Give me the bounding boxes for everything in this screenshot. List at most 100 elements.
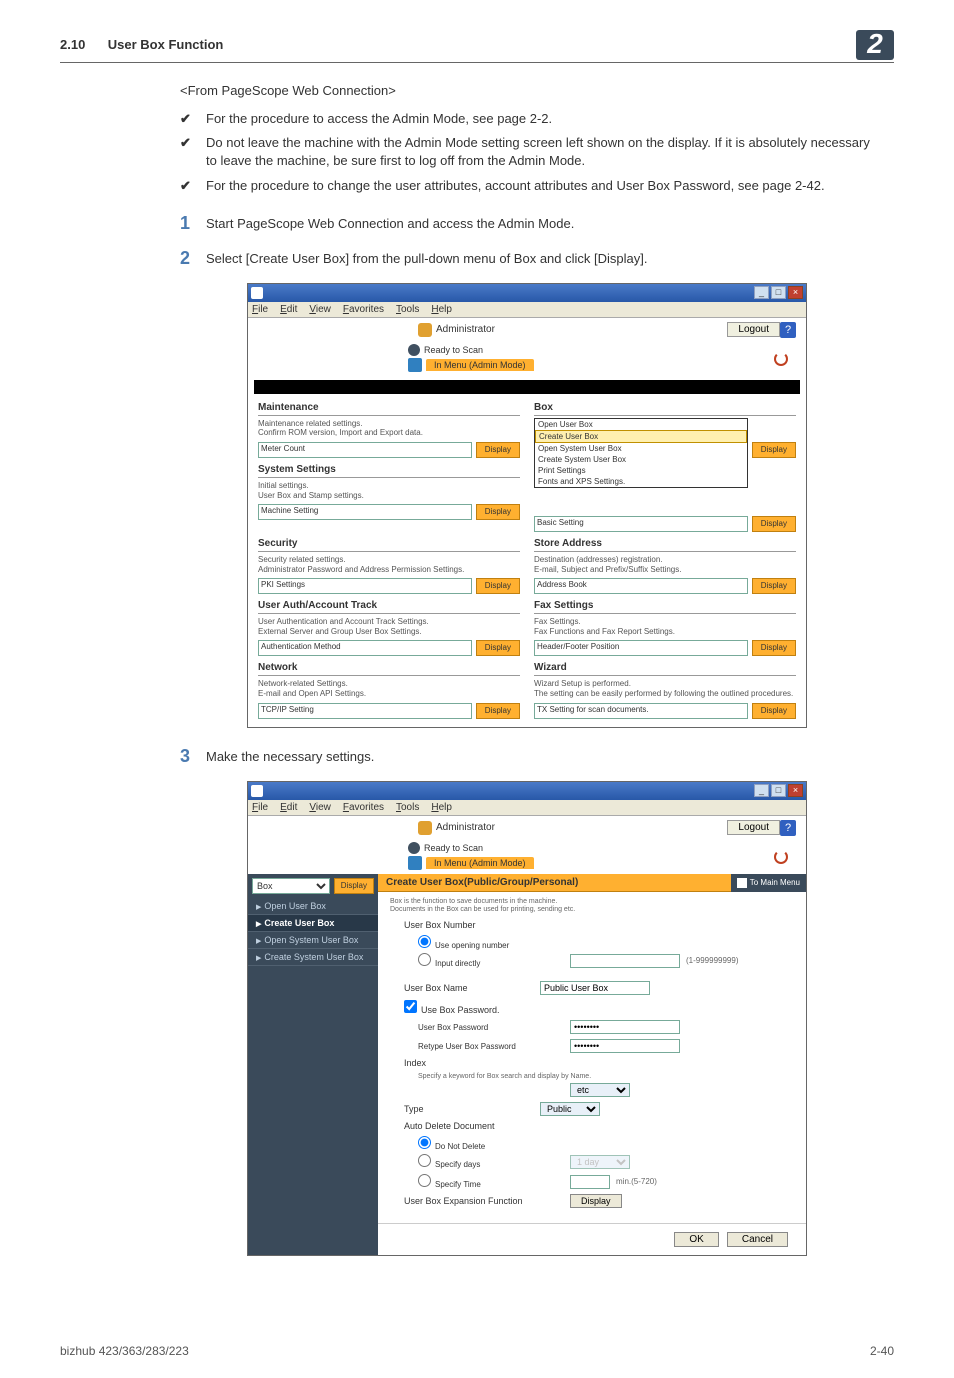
range-note: (1-999999999) [686,956,738,965]
index-select[interactable]: etc [570,1083,630,1097]
network-select[interactable]: TCP/IP Setting [258,703,472,719]
wizard-select[interactable]: TX Setting for scan documents. [534,703,748,719]
fax-select[interactable]: Header/Footer Position [534,640,748,656]
display-button[interactable]: Display [476,703,520,719]
use-password-checkbox[interactable] [404,1000,417,1013]
dd-option[interactable]: Fonts and XPS Settings. [535,476,747,487]
basic-select[interactable]: Basic Setting [534,516,748,532]
display-button[interactable]: Display [752,640,796,656]
category-select[interactable]: Box [252,878,330,894]
cancel-button[interactable]: Cancel [727,1232,788,1247]
check-icon: ✔ [180,110,206,128]
type-select[interactable]: Public [540,1102,600,1116]
radio-specify-time[interactable] [418,1174,431,1187]
display-button[interactable]: Display [476,504,520,520]
radio-specify-days[interactable] [418,1154,431,1167]
sidebar-item-create-system-box[interactable]: ▶Create System User Box [248,949,378,966]
minimize-icon[interactable]: _ [754,286,769,299]
panel-title-store: Store Address [534,538,796,552]
logout-button[interactable]: Logout [727,820,780,835]
days-select[interactable]: 1 day [570,1155,630,1169]
menu-tools[interactable]: Tools [396,802,419,813]
form-title: Create User Box(Public/Group/Personal) [378,874,731,892]
security-select[interactable]: PKI Settings [258,578,472,594]
refresh-icon[interactable] [774,850,788,864]
admin-icon [418,821,432,835]
time-input[interactable] [570,1175,610,1189]
ok-button[interactable]: OK [674,1232,718,1247]
time-note: min.(5-720) [616,1177,657,1186]
display-button[interactable]: Display [476,442,520,458]
display-button[interactable]: Display [476,640,520,656]
logout-button[interactable]: Logout [727,322,780,337]
maximize-icon[interactable]: □ [771,784,786,797]
expansion-display-button[interactable]: Display [570,1194,622,1208]
close-icon[interactable]: × [788,286,803,299]
dd-option-highlighted[interactable]: Create User Box [535,430,747,443]
panel-desc: Network-related Settings.E-mail and Open… [258,679,520,698]
subtitle: <From PageScope Web Connection> [180,83,874,98]
panel-title-maintenance: Maintenance [258,402,520,416]
box-number-input[interactable] [570,954,680,968]
display-button[interactable]: Display [752,578,796,594]
to-main-menu-button[interactable]: To Main Menu [731,874,806,892]
password-input[interactable] [570,1020,680,1034]
menu-favorites[interactable]: Favorites [343,304,384,315]
retype-password-input[interactable] [570,1039,680,1053]
footer-page: 2-40 [870,1344,894,1358]
app-icon [251,785,263,797]
menu-help[interactable]: Help [431,802,452,813]
menu-view[interactable]: View [309,304,331,315]
screenshot-create-box: _ □ × File Edit View Favorites Tools Hel… [247,781,807,1257]
panel-desc: Security related settings.Administrator … [258,555,520,574]
box-name-input[interactable] [540,981,650,995]
menu-favorites[interactable]: Favorites [343,802,384,813]
display-button[interactable]: Display [476,578,520,594]
help-icon[interactable]: ? [780,322,796,338]
active-tab[interactable]: In Menu (Admin Mode) [426,359,534,371]
menu-file[interactable]: File [252,802,268,813]
menu-view[interactable]: View [309,802,331,813]
panel-desc: Fax Settings.Fax Functions and Fax Repor… [534,617,796,636]
sidebar-item-create-user-box[interactable]: ▶Create User Box [248,915,378,932]
minimize-icon[interactable]: _ [754,784,769,797]
admin-label: Administrator [436,822,495,833]
refresh-icon[interactable] [774,352,788,366]
menu-help[interactable]: Help [431,304,452,315]
menu-file[interactable]: File [252,304,268,315]
menu-bar: File Edit View Favorites Tools Help [248,800,806,816]
radio-label: Do Not Delete [435,1142,485,1151]
system-select[interactable]: Machine Setting [258,504,472,520]
display-button[interactable]: Display [752,703,796,719]
panel-desc: Wizard Setup is performed.The setting ca… [534,679,796,698]
checkbox-label: Use Box Password. [421,1005,500,1015]
auth-select[interactable]: Authentication Method [258,640,472,656]
display-button[interactable]: Display [752,516,796,532]
display-button[interactable]: Display [334,878,374,894]
label-index: Index [390,1058,540,1068]
display-button[interactable]: Display [752,442,796,458]
store-select[interactable]: Address Book [534,578,748,594]
sidebar-item-open-user-box[interactable]: ▶Open User Box [248,898,378,915]
label-password: User Box Password [390,1023,570,1032]
dd-option[interactable]: Open User Box [535,419,747,430]
dd-option[interactable]: Print Settings [535,465,747,476]
menu-tools[interactable]: Tools [396,304,419,315]
close-icon[interactable]: × [788,784,803,797]
dd-option[interactable]: Create System User Box [535,454,747,465]
menu-edit[interactable]: Edit [280,802,297,813]
radio-label: Use opening number [435,941,509,950]
status-text: Ready to Scan [424,843,483,853]
sidebar-item-open-system-box[interactable]: ▶Open System User Box [248,932,378,949]
maximize-icon[interactable]: □ [771,286,786,299]
dd-option[interactable]: Open System User Box [535,443,747,454]
active-tab[interactable]: In Menu (Admin Mode) [426,857,534,869]
help-icon[interactable]: ? [780,820,796,836]
radio-use-opening[interactable] [418,935,431,948]
menu-edit[interactable]: Edit [280,304,297,315]
radio-do-not-delete[interactable] [418,1136,431,1149]
app-icon [251,287,263,299]
maintenance-select[interactable]: Meter Count [258,442,472,458]
radio-input-directly[interactable] [418,953,431,966]
chapter-badge: 2 [856,30,894,60]
